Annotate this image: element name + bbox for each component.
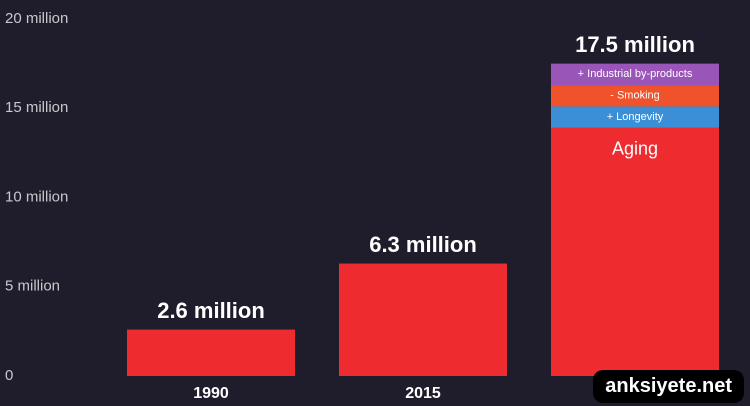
total-label: 17.5 million — [575, 31, 695, 57]
watermark: anksiyete.net — [593, 370, 744, 403]
bar-segment — [551, 85, 719, 107]
segment-label: Aging — [612, 139, 658, 159]
segment-label: + Longevity — [607, 111, 664, 123]
bar-segment — [127, 329, 295, 376]
total-label: 2.6 million — [157, 297, 265, 323]
y-tick-label: 0 — [5, 367, 13, 384]
y-tick-label: 10 million — [5, 188, 68, 205]
segment-label: + Industrial by-products — [578, 68, 693, 80]
bar-segment — [551, 63, 719, 86]
bar-segment — [339, 263, 507, 376]
y-tick-label: 5 million — [5, 278, 60, 295]
bar-segment — [551, 127, 719, 376]
bar-segment — [551, 106, 719, 128]
x-tick-label: 1990 — [193, 385, 229, 402]
y-tick-label: 20 million — [5, 10, 68, 27]
segment-label: - Smoking — [610, 90, 660, 102]
x-tick-label: 2015 — [405, 385, 441, 402]
total-label: 6.3 million — [369, 231, 477, 257]
y-tick-label: 15 million — [5, 99, 68, 116]
